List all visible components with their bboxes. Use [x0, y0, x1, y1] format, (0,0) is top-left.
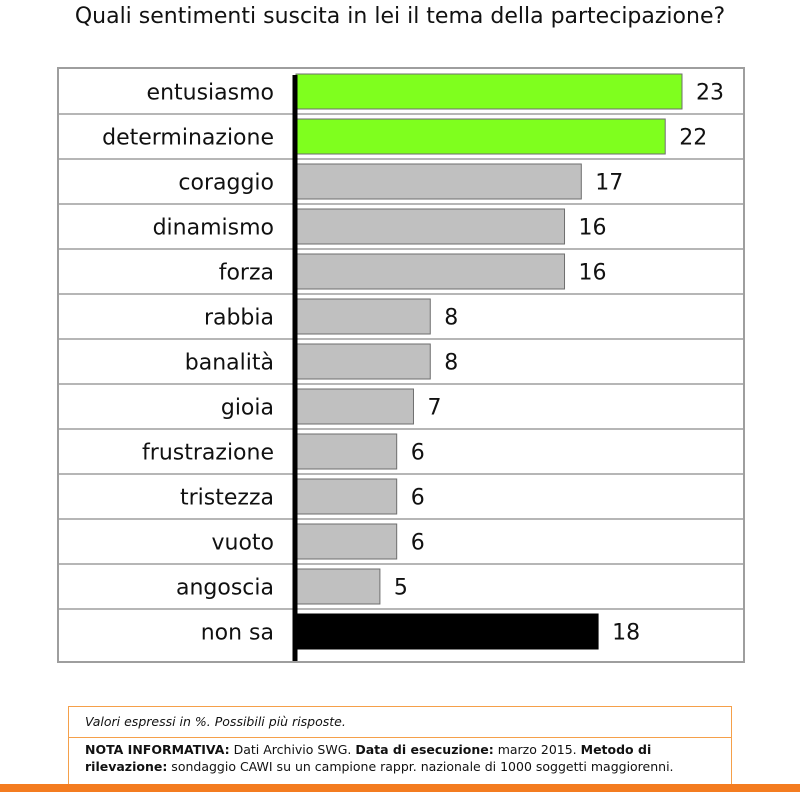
category-label: entusiasmo: [147, 81, 274, 106]
bar-chart: entusiasmo 23 determinazione 22 coraggio 17 di…: [59, 73, 743, 661]
category-label: frustrazione: [142, 441, 274, 466]
value-label: 23: [696, 81, 724, 106]
value-label: 7: [427, 396, 441, 421]
value-label: 22: [679, 126, 707, 151]
category-label: angoscia: [176, 576, 274, 601]
category-label: non sa: [201, 621, 274, 646]
category-label: forza: [219, 261, 274, 286]
value-label: 5: [394, 576, 408, 601]
bar-11: [295, 568, 381, 605]
bar-0: [295, 73, 683, 110]
bar-7: [295, 388, 414, 425]
category-label: determinazione: [102, 126, 274, 151]
method-label: Metodo di rilevazione:: [85, 742, 652, 774]
info-label: NOTA INFORMATIVA:: [85, 742, 230, 757]
bar-6: [295, 343, 431, 380]
value-label: 6: [411, 441, 425, 466]
bar-9: [295, 478, 398, 515]
values-note: Valori espressi in %. Possibili più risp…: [85, 714, 346, 729]
info-text: Dati Archivio SWG.: [229, 742, 356, 757]
bar-5: [295, 298, 431, 335]
value-label: 6: [411, 486, 425, 511]
value-label: 18: [612, 621, 640, 646]
category-label: coraggio: [178, 171, 274, 196]
method-text: sondaggio CAWI su un campione rappr. naz…: [167, 759, 674, 774]
bar-3: [295, 208, 566, 245]
value-label: 17: [595, 171, 623, 196]
category-label: dinamismo: [153, 216, 274, 241]
notes-box: Valori espressi in %. Possibili più risp…: [68, 706, 732, 790]
category-label: banalità: [185, 351, 274, 376]
bar-1: [295, 118, 666, 155]
category-label: tristezza: [180, 486, 274, 511]
methodology-note: NOTA INFORMATIVA: Dati Archivio SWG. Dat…: [85, 741, 725, 775]
bar-4: [295, 253, 566, 290]
bar-2: [295, 163, 582, 200]
date-text: marzo 2015.: [493, 742, 581, 757]
bar-12: [295, 613, 599, 650]
value-label: 6: [411, 531, 425, 556]
value-label: 16: [579, 216, 607, 241]
chart-frame: entusiasmo 23 determinazione 22 coraggio 17 di…: [57, 67, 745, 663]
value-label: 16: [579, 261, 607, 286]
category-label: vuoto: [211, 531, 274, 556]
notes-divider: [69, 737, 731, 738]
date-label: Data di esecuzione:: [355, 742, 494, 757]
category-label: rabbia: [204, 306, 274, 331]
value-label: 8: [444, 351, 458, 376]
bar-10: [295, 523, 398, 560]
category-label: gioia: [221, 396, 274, 421]
bottom-accent-bar: [0, 784, 800, 792]
bar-8: [295, 433, 398, 470]
value-label: 8: [444, 306, 458, 331]
chart-title: Quali sentimenti suscita in lei il tema …: [74, 4, 726, 29]
